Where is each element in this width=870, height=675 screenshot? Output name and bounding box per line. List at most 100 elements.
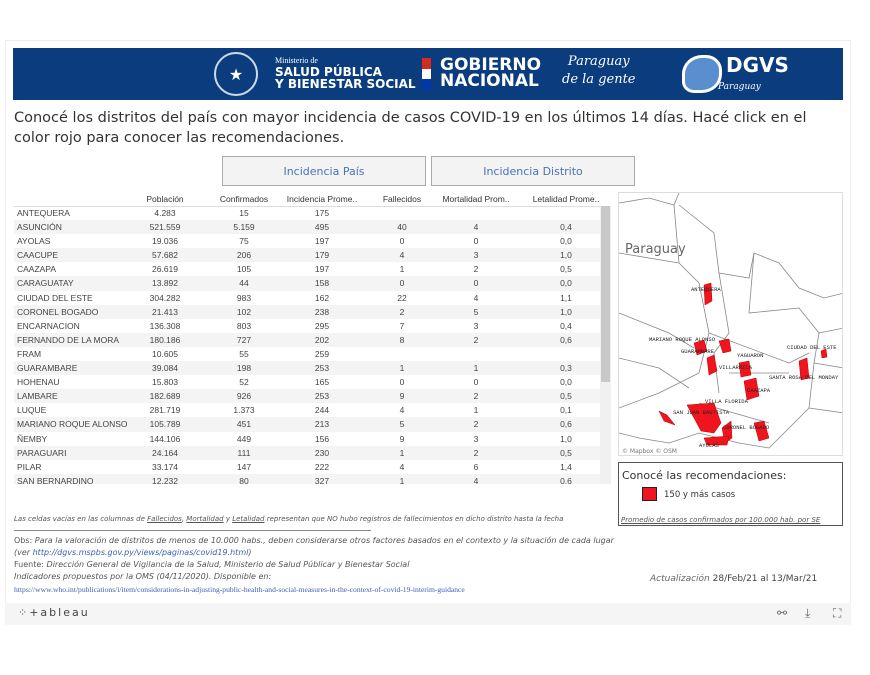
district-ayolas[interactable] bbox=[703, 435, 730, 446]
table-cell: 198 bbox=[236, 363, 252, 374]
table-cell: 0,3 bbox=[560, 363, 572, 374]
dgvs-logo: DGVS bbox=[726, 53, 789, 77]
table-cell: 44 bbox=[239, 278, 249, 289]
table-row[interactable]: LAMBARE 182.689 926 253 9 2 0,5 bbox=[14, 389, 600, 404]
column-header[interactable]: Población bbox=[146, 194, 184, 204]
table-row[interactable]: CAAZAPA 26.619 105 197 1 2 0,5 bbox=[14, 262, 600, 276]
column-header[interactable]: Incidencia Prome.. bbox=[286, 194, 358, 204]
district-encarnacion[interactable] bbox=[753, 420, 770, 442]
dgvs-link[interactable]: http://dgvs.mspbs.gov.py/views/paginas/c… bbox=[32, 548, 249, 557]
column-header[interactable]: Mortalidad Prom.. bbox=[442, 194, 510, 204]
table-cell: 55 bbox=[239, 348, 249, 359]
table-cell: 147 bbox=[236, 461, 252, 472]
district-asuncion-area[interactable] bbox=[693, 339, 708, 356]
tableau-logo[interactable]: ⁘+ableau bbox=[18, 606, 90, 619]
national-seal-logo: ★ bbox=[214, 52, 258, 96]
table-row[interactable]: HOHENAU 15.803 52 165 0 0 0,0 bbox=[14, 375, 600, 389]
scrollbar-thumb[interactable] bbox=[601, 206, 610, 382]
district-san-juan-bautista[interactable] bbox=[686, 402, 722, 434]
table-cell: 253 bbox=[314, 391, 330, 402]
obs-link-line: (ver http://dgvs.mspbs.gov.py/views/pagi… bbox=[14, 548, 252, 557]
table-row[interactable]: GUARAMBARE 39.084 198 253 1 1 0,3 bbox=[14, 361, 600, 376]
table-cell: 0 bbox=[399, 278, 405, 289]
table-cell: 4 bbox=[473, 475, 479, 484]
district-guarambare[interactable] bbox=[706, 354, 718, 376]
district-villarrica[interactable] bbox=[738, 360, 752, 378]
table-row[interactable]: CARAGUATAY 13.892 44 158 0 0 0,0 bbox=[14, 276, 600, 291]
district-caazapa[interactable] bbox=[743, 377, 760, 401]
dgvs-sub: Paraguay bbox=[718, 82, 761, 92]
table-row[interactable]: CAACUPE 57.682 206 179 4 3 1,0 bbox=[14, 248, 600, 263]
column-header[interactable]: Letalidad Prome.. bbox=[532, 194, 600, 204]
table-row[interactable]: ENCARNACION 136.308 803 295 7 3 0,4 bbox=[14, 319, 600, 333]
map-label: ANTEQUERA bbox=[691, 286, 721, 293]
column-header[interactable]: Confirmados bbox=[219, 194, 269, 204]
table-cell: 0,6 bbox=[560, 334, 572, 345]
map-country-label: Paraguay bbox=[625, 242, 686, 257]
table-cell: 327 bbox=[314, 475, 330, 484]
share-icon[interactable]: ⚯ bbox=[777, 606, 788, 620]
table-row[interactable]: ÑEMBY 144.106 449 156 9 3 1,0 bbox=[14, 432, 600, 446]
district-name: CORONEL BOGADO bbox=[17, 306, 99, 317]
district-name: MARIANO ROQUE ALONSO bbox=[17, 419, 128, 430]
table-cell: 8 bbox=[399, 334, 405, 345]
district-name: ENCARNACION bbox=[17, 320, 80, 331]
tab-incidencia-distrito[interactable]: Incidencia Distrito bbox=[431, 156, 635, 186]
page-heading: Conocé los distritos del país con mayor … bbox=[14, 110, 807, 146]
download-icon[interactable]: ⤓ bbox=[805, 606, 811, 620]
district-name: ÑEMBY bbox=[17, 433, 48, 444]
table-row[interactable]: MARIANO ROQUE ALONSO 105.789 451 213 5 2 0,6 bbox=[14, 417, 600, 432]
table-cell: 15 bbox=[239, 208, 249, 218]
column-header[interactable]: Fallecidos bbox=[382, 194, 422, 204]
table-row[interactable]: SAN BERNARDINO 12.232 80 327 1 4 0,6 bbox=[14, 473, 600, 484]
district-santa-rosa-monday[interactable] bbox=[798, 357, 810, 381]
table-row[interactable]: LUQUE 281.719 1.373 244 4 1 0,1 bbox=[14, 403, 600, 417]
district-map[interactable]: ANTEQUERA MARIANO ROQUE ALONSO GUARAMBARE Y… bbox=[618, 192, 843, 456]
who-link[interactable]: https://www.who.int/publications/i/item/… bbox=[14, 585, 465, 594]
district-caacupe[interactable] bbox=[718, 338, 732, 354]
map-label: YAGUARON bbox=[737, 352, 763, 359]
table-cell: 12.232 bbox=[152, 475, 178, 484]
district-name: ASUNCIÓN bbox=[17, 222, 62, 233]
table-cell: 1,1 bbox=[560, 292, 572, 303]
table-row[interactable]: FRAM 10.605 55 259 bbox=[14, 347, 600, 361]
district-antequera[interactable] bbox=[703, 282, 713, 306]
legend-swatch-red[interactable] bbox=[642, 487, 657, 501]
table-header: Población Confirmados Incidencia Prome.. Fa… bbox=[14, 193, 600, 207]
table-row[interactable]: AYOLAS 19.036 75 197 0 0 0,0 bbox=[14, 234, 600, 248]
table-cell: 238 bbox=[314, 306, 330, 317]
table-cell: 80 bbox=[239, 475, 249, 484]
table-row[interactable]: ASUNCIÓN 521.559 5.159 495 40 4 0,4 bbox=[14, 220, 600, 235]
table-cell: 1,4 bbox=[560, 461, 572, 472]
table-cell: 0,4 bbox=[560, 222, 572, 233]
table-row[interactable]: PARAGUARI 24.164 111 230 1 2 0,5 bbox=[14, 445, 600, 460]
table-cell: 1 bbox=[399, 363, 405, 374]
tableau-toolbar: ⁘+ableau ⚯ ⤓ ⛶ bbox=[5, 603, 851, 625]
table-row[interactable]: FERNANDO DE LA MORA 180.186 727 202 8 2 0,6 bbox=[14, 332, 600, 347]
table-cell: 0 bbox=[399, 236, 405, 247]
table-row[interactable]: ANTEQUERA 4.283 15 175 bbox=[14, 206, 600, 220]
empty-cells-note: Las celdas vacías en las columnas de Fal… bbox=[14, 515, 564, 523]
map-label: MARIANO ROQUE ALONSO bbox=[649, 336, 716, 343]
table-cell: 295 bbox=[314, 320, 330, 331]
table-cell: 727 bbox=[236, 334, 252, 345]
table-row[interactable]: CORONEL BOGADO 21.413 102 238 2 5 1,0 bbox=[14, 304, 600, 319]
table-row[interactable]: PILAR 33.174 147 222 4 6 1,4 bbox=[14, 460, 600, 474]
district-name: FERNANDO DE LA MORA bbox=[17, 334, 120, 345]
district-name: PILAR bbox=[17, 461, 42, 472]
district-pilar[interactable] bbox=[658, 410, 676, 426]
fullscreen-icon[interactable]: ⛶ bbox=[833, 606, 842, 620]
table-cell: 158 bbox=[314, 278, 330, 289]
tab-incidencia-pais[interactable]: Incidencia País bbox=[222, 156, 426, 186]
table-cell: 4 bbox=[473, 222, 479, 233]
map-label: SANTA ROSA DEL MONDAY bbox=[769, 374, 839, 381]
table-cell: 0,1 bbox=[560, 405, 572, 416]
table-cell: 0,0 bbox=[560, 377, 572, 388]
map-svg[interactable]: ANTEQUERA MARIANO ROQUE ALONSO GUARAMBARE Y… bbox=[619, 193, 843, 456]
table-cell: 451 bbox=[236, 419, 252, 430]
table-row[interactable]: CIUDAD DEL ESTE 304.282 983 162 22 4 1,1 bbox=[14, 291, 600, 305]
district-ciudad-del-este[interactable] bbox=[820, 348, 828, 359]
table-cell: 105.789 bbox=[149, 419, 181, 430]
district-name: AYOLAS bbox=[17, 236, 51, 247]
table-cell: 803 bbox=[236, 320, 252, 331]
